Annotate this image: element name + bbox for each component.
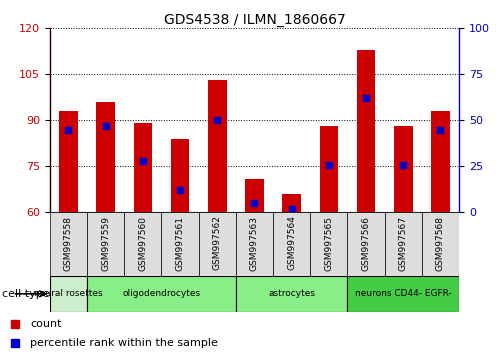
Bar	[50, 212, 87, 276]
Bar	[319, 126, 338, 212]
Text: GSM997568: GSM997568	[436, 216, 445, 270]
Bar	[87, 276, 236, 312]
Bar	[394, 126, 413, 212]
Bar	[162, 212, 199, 276]
Text: oligodendrocytes: oligodendrocytes	[122, 289, 201, 298]
Bar	[208, 80, 227, 212]
Text: GSM997563: GSM997563	[250, 216, 259, 270]
Bar	[422, 212, 459, 276]
Bar	[199, 212, 236, 276]
Bar	[347, 276, 459, 312]
Bar	[310, 212, 347, 276]
Text: GSM997564: GSM997564	[287, 216, 296, 270]
Bar	[236, 212, 273, 276]
Text: GSM997559: GSM997559	[101, 216, 110, 270]
Bar	[134, 124, 152, 212]
Text: GSM997560: GSM997560	[138, 216, 147, 270]
Text: GSM997567: GSM997567	[399, 216, 408, 270]
Bar	[124, 212, 162, 276]
Bar	[87, 212, 124, 276]
Bar	[59, 111, 78, 212]
Text: GSM997561: GSM997561	[176, 216, 185, 270]
Text: GSM997558: GSM997558	[64, 216, 73, 270]
Text: GSM997565: GSM997565	[324, 216, 333, 270]
Text: GSM997562: GSM997562	[213, 216, 222, 270]
Text: GSM997566: GSM997566	[362, 216, 371, 270]
Text: neural rosettes: neural rosettes	[34, 289, 103, 298]
Text: percentile rank within the sample: percentile rank within the sample	[30, 338, 218, 348]
Bar	[431, 111, 450, 212]
Bar	[347, 212, 385, 276]
Bar	[385, 212, 422, 276]
Bar	[357, 50, 375, 212]
Text: cell type: cell type	[2, 289, 50, 299]
Bar	[245, 179, 264, 212]
Bar	[282, 194, 301, 212]
Text: count: count	[30, 319, 61, 329]
Bar	[273, 212, 310, 276]
Bar	[50, 276, 87, 312]
Bar	[171, 139, 190, 212]
Text: neurons CD44- EGFR-: neurons CD44- EGFR-	[355, 289, 452, 298]
Bar	[96, 102, 115, 212]
Bar	[236, 276, 347, 312]
Title: GDS4538 / ILMN_1860667: GDS4538 / ILMN_1860667	[164, 13, 345, 27]
Text: astrocytes: astrocytes	[268, 289, 315, 298]
